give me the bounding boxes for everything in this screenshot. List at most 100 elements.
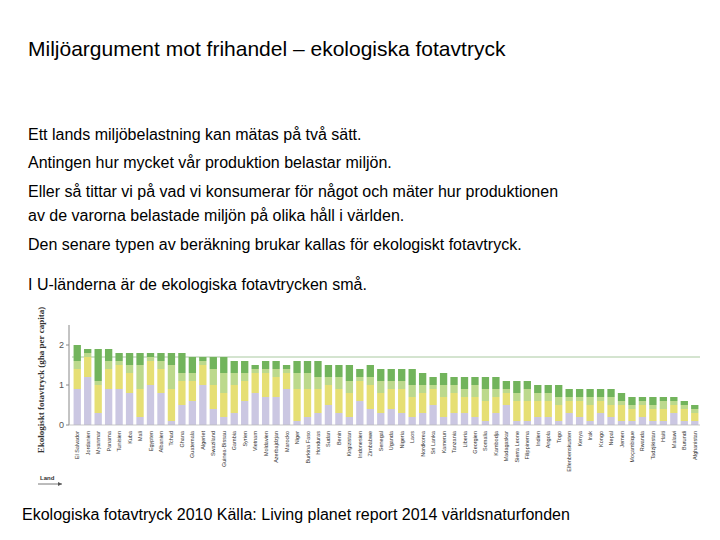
paragraph: Ett lands miljöbelastning kan mätas på t…: [28, 126, 362, 143]
x-tick-label: Kenya: [577, 430, 583, 447]
x-tick-label: Nordkorea: [420, 430, 426, 457]
bar-segment: [586, 421, 593, 425]
bar-segment: [74, 345, 81, 361]
bar-segment: [220, 393, 227, 417]
bar-segment: [566, 413, 573, 425]
bar-segment: [115, 361, 122, 365]
bar-segment: [105, 369, 112, 389]
bar-segment: [534, 417, 541, 425]
bar-segment: [398, 389, 405, 413]
bar-segment: [189, 401, 196, 425]
x-tick-label: Tadzjikistan: [650, 431, 656, 459]
bar-segment: [691, 413, 698, 421]
bar-segment: [356, 377, 363, 381]
x-tick-label: Tchad: [168, 431, 174, 446]
bar-segment: [429, 405, 436, 425]
x-tick-label: Kamerun: [441, 431, 447, 453]
x-tick-label: Sri Lanka: [430, 430, 436, 454]
bar-segment: [136, 353, 143, 365]
bar-segment: [440, 385, 447, 397]
bar-segment: [649, 421, 656, 425]
bar-segment: [231, 373, 238, 385]
bar-segment: [628, 421, 635, 425]
x-tick-label: Syrien: [242, 431, 248, 447]
bar-segment: [157, 393, 164, 425]
bar-segment: [252, 393, 259, 425]
x-tick-label: Indonesien: [357, 431, 363, 458]
bar-segment: [440, 373, 447, 385]
bar-segment: [545, 385, 552, 393]
y-tick: [66, 345, 69, 346]
bar-segment: [628, 405, 635, 409]
bar-segment: [356, 381, 363, 401]
bar-segment: [388, 389, 395, 409]
bar-segment: [272, 397, 279, 425]
bar-segment: [639, 401, 646, 405]
bar-segment: [95, 349, 102, 381]
bar-segment: [628, 397, 635, 405]
bar-segment: [367, 365, 374, 377]
x-tick-label: Myanmar: [95, 431, 101, 454]
bar-segment: [513, 421, 520, 425]
paragraph: av de varorna belastade miljön på olika …: [28, 207, 404, 224]
x-tick-label: Jordanien: [85, 431, 91, 455]
bar-segment: [649, 409, 656, 421]
bar-segment: [419, 393, 426, 413]
bar-segment: [367, 409, 374, 425]
bar-segment: [534, 385, 541, 393]
bar-segment: [241, 401, 248, 425]
bar-segment: [440, 417, 447, 425]
bar-segment: [325, 377, 332, 385]
bar-segment: [670, 397, 677, 401]
bar-segment: [252, 365, 259, 369]
bar-segment: [84, 353, 91, 357]
bar-segment: [586, 405, 593, 421]
bar-segment: [524, 421, 531, 425]
x-tick-label: Kirgizistan: [346, 431, 352, 456]
bar-segment: [252, 369, 259, 373]
bar-segment: [429, 385, 436, 389]
bar-segment: [210, 357, 217, 369]
bar-segment: [115, 389, 122, 425]
bar-segment: [388, 369, 395, 381]
x-tick-label: Kongo: [598, 431, 604, 447]
bar-segment: [388, 409, 395, 425]
bar-segment: [429, 377, 436, 385]
x-tick-label: Benin: [336, 431, 342, 445]
bar-segment: [450, 413, 457, 425]
bar-segment: [126, 393, 133, 425]
bar-segment: [597, 413, 604, 425]
bar-segment: [199, 365, 206, 385]
bar-segment: [293, 361, 300, 373]
x-tick-label: Laos: [409, 431, 415, 443]
bar-segment: [566, 397, 573, 401]
y-axis: [69, 325, 70, 425]
x-tick-label: Panama: [106, 430, 112, 451]
bar-segment: [618, 401, 625, 405]
x-label-arrowhead: [58, 482, 62, 486]
bar-segment: [555, 421, 562, 425]
bar-segment: [377, 393, 384, 413]
bar-segment: [555, 385, 562, 397]
x-tick-label: Malawi: [671, 431, 677, 448]
bar-segment: [314, 361, 321, 377]
bar-segment: [492, 377, 499, 389]
bar-segment: [670, 401, 677, 405]
x-tick-label: Mali: [137, 431, 143, 441]
bar-segment: [157, 361, 164, 369]
reference-line: [72, 357, 700, 358]
bar-segment: [220, 373, 227, 393]
bar-segment: [241, 381, 248, 401]
bar-segment: [283, 365, 290, 369]
bar-segment: [168, 365, 175, 389]
bar-segment: [471, 385, 478, 397]
bar-segment: [388, 381, 395, 389]
bar-segment: [450, 385, 457, 393]
x-tick-label: Vietnam: [252, 431, 258, 451]
bar-segment: [471, 397, 478, 417]
bar-segment: [346, 417, 353, 425]
bar-segment: [168, 389, 175, 421]
bar-segment: [231, 385, 238, 413]
bar-segment: [272, 369, 279, 377]
bar-segment: [409, 369, 416, 385]
